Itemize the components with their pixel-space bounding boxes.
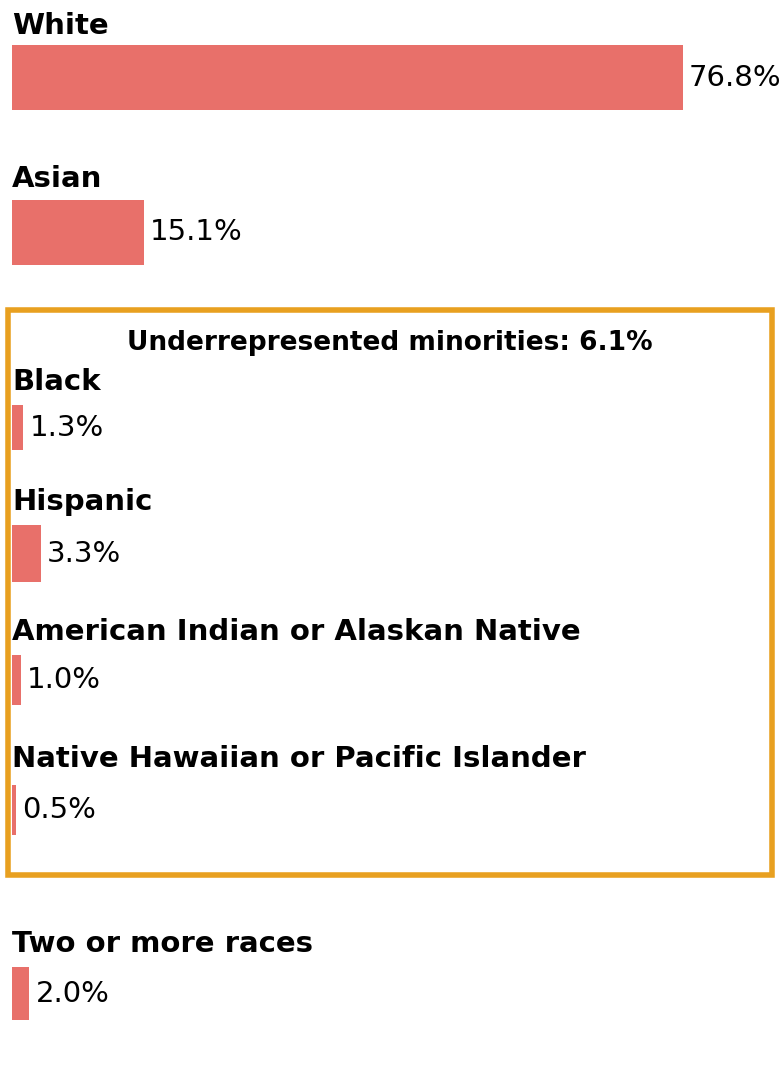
Bar — [12, 785, 16, 835]
Text: Asian: Asian — [12, 165, 102, 193]
Text: Underrepresented minorities: 6.1%: Underrepresented minorities: 6.1% — [127, 330, 653, 356]
Text: 76.8%: 76.8% — [689, 63, 780, 92]
Text: 3.3%: 3.3% — [47, 539, 121, 567]
Text: 15.1%: 15.1% — [150, 218, 243, 246]
Text: American Indian or Alaskan Native: American Indian or Alaskan Native — [12, 618, 580, 646]
Text: Native Hawaiian or Pacific Islander: Native Hawaiian or Pacific Islander — [12, 745, 586, 773]
Text: 2.0%: 2.0% — [35, 979, 109, 1008]
Text: White: White — [12, 12, 108, 40]
Bar — [8, 310, 772, 875]
Text: 1.0%: 1.0% — [27, 666, 101, 694]
Bar — [12, 967, 30, 1020]
Bar — [12, 45, 682, 110]
Text: 0.5%: 0.5% — [23, 796, 96, 824]
Bar — [12, 525, 41, 582]
Text: Black: Black — [12, 368, 101, 396]
Bar — [12, 200, 144, 265]
Text: 1.3%: 1.3% — [30, 413, 104, 442]
Text: Two or more races: Two or more races — [12, 930, 313, 958]
Text: Hispanic: Hispanic — [12, 488, 152, 516]
Bar — [12, 406, 23, 450]
Bar — [12, 655, 21, 705]
